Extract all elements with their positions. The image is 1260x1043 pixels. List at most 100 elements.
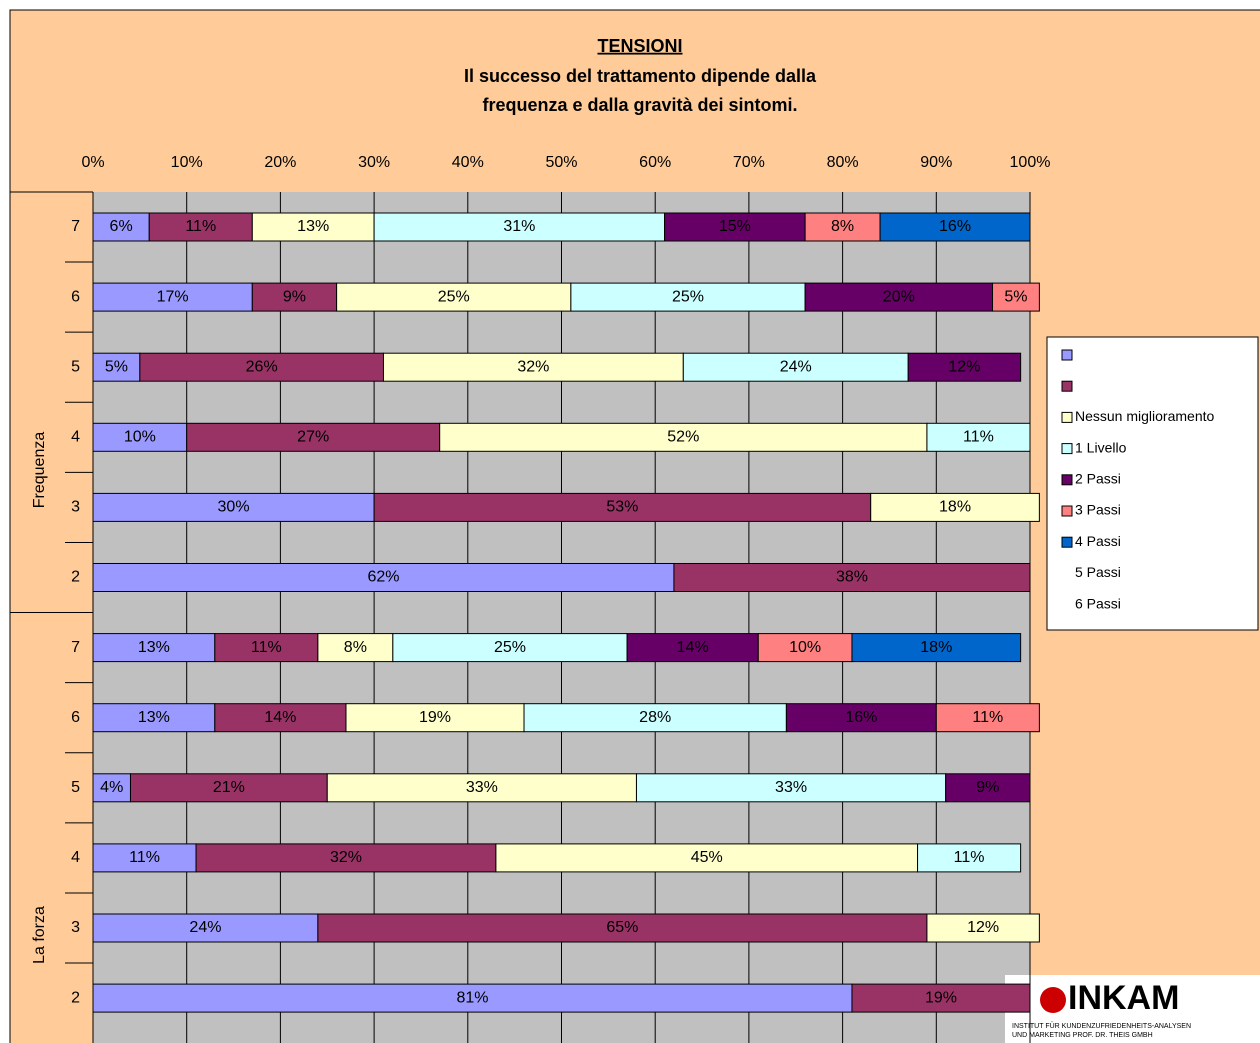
bar-segment (251, 282, 338, 312)
data-label: 21% (213, 779, 245, 796)
y-tick-label: 3 (71, 919, 80, 936)
data-label: 12% (948, 358, 980, 375)
x-tick-label: 70% (733, 154, 765, 171)
data-label: 16% (939, 218, 971, 235)
bar-segment (92, 983, 853, 1013)
data-label: 5% (105, 358, 128, 375)
bar-segment (570, 282, 806, 312)
data-label: 38% (836, 569, 868, 586)
bar-segment (92, 492, 375, 522)
data-label: 33% (466, 779, 498, 796)
data-label: 25% (494, 639, 526, 656)
data-label: 33% (775, 779, 807, 796)
x-tick-label: 90% (920, 154, 952, 171)
logo-line: INSTITUT FÜR KUNDENZUFRIEDENHEITS-ANALYS… (1012, 1022, 1191, 1030)
bar-segment (926, 422, 1031, 452)
bar-segment (495, 843, 919, 873)
legend-swatch (1061, 349, 1073, 361)
data-label: 13% (138, 709, 170, 726)
legend-label: Nessun miglioramento (1075, 408, 1214, 424)
bar-segment (92, 843, 197, 873)
data-label: 8% (831, 218, 854, 235)
y-tick-label: 6 (71, 709, 80, 726)
data-label: 15% (719, 218, 751, 235)
bar-segment (317, 633, 394, 663)
y-tick-label: 5 (71, 779, 80, 796)
data-label: 11% (129, 849, 160, 866)
data-label: 24% (780, 358, 812, 375)
bar-segment (804, 282, 994, 312)
bar-segment (635, 773, 947, 803)
data-label: 30% (218, 499, 250, 516)
bar-segment (785, 703, 937, 733)
data-label: 11% (972, 709, 1003, 726)
x-tick-label: 100% (1010, 154, 1051, 171)
x-tick-label: 30% (358, 154, 390, 171)
bar-segment (139, 352, 384, 382)
data-label: 11% (251, 639, 282, 656)
data-label: 53% (606, 499, 638, 516)
bar-segment (673, 563, 1031, 592)
y-tick-label: 4 (71, 429, 80, 446)
bar-segment (373, 212, 666, 242)
legend-label: 6 Passi (1075, 595, 1121, 611)
bar-segment (992, 282, 1040, 312)
x-tick-label: 0% (81, 154, 104, 171)
data-label: 14% (677, 639, 709, 656)
chart-subtitle: Il successo del trattamento dipende dall… (464, 66, 817, 86)
legend-label: 1 Livello (1075, 439, 1127, 455)
bar-segment (129, 773, 328, 803)
bar-segment (336, 282, 572, 312)
data-label: 13% (297, 218, 329, 235)
data-label: 18% (939, 499, 971, 516)
bar-segment (92, 212, 150, 242)
legend-swatch (1061, 505, 1073, 517)
legend (1046, 336, 1259, 631)
x-tick-label: 60% (639, 154, 671, 171)
data-label: 81% (456, 989, 488, 1006)
bar-segment (935, 703, 1040, 733)
data-label: 18% (920, 639, 952, 656)
bar-segment (392, 633, 628, 663)
data-label: 26% (246, 358, 278, 375)
y-tick-label: 6 (71, 288, 80, 305)
bar-segment (214, 703, 347, 733)
data-label: 14% (264, 709, 296, 726)
data-label: 45% (691, 849, 723, 866)
data-label: 10% (789, 639, 821, 656)
y-tick-label: 4 (71, 849, 80, 866)
bar-segment (626, 633, 759, 663)
legend-swatch (1061, 411, 1073, 423)
y-tick-label: 2 (71, 989, 80, 1006)
chart-title: TENSIONI (597, 36, 682, 56)
data-label: 65% (606, 919, 638, 936)
legend-label: 4 Passi (1075, 533, 1121, 549)
bar-segment (186, 422, 441, 452)
data-label: 52% (667, 429, 699, 446)
legend-label: 3 Passi (1075, 502, 1121, 518)
bar-segment (917, 843, 1022, 873)
bar-segment (92, 563, 675, 592)
bar-segment (373, 492, 872, 522)
bar-segment (523, 703, 787, 733)
data-label: 12% (967, 919, 999, 936)
data-label: 25% (438, 288, 470, 305)
data-label: 19% (419, 709, 451, 726)
data-label: 32% (330, 849, 362, 866)
bar-segment (945, 773, 1031, 803)
logo-name: INKAM (1068, 979, 1179, 1017)
bar-segment (926, 913, 1040, 943)
data-label: 24% (189, 919, 221, 936)
bar-segment (664, 212, 806, 242)
data-label: 10% (124, 429, 156, 446)
y-tick-label: 5 (71, 358, 80, 375)
bar-segment (382, 352, 684, 382)
bar-segment (214, 633, 319, 663)
data-label: 6% (110, 218, 133, 235)
bar-segment (439, 422, 928, 452)
bar-segment (195, 843, 497, 873)
data-label: 17% (157, 288, 189, 305)
x-tick-label: 40% (452, 154, 484, 171)
bar-segment (317, 913, 928, 943)
bar-segment (851, 983, 1031, 1013)
